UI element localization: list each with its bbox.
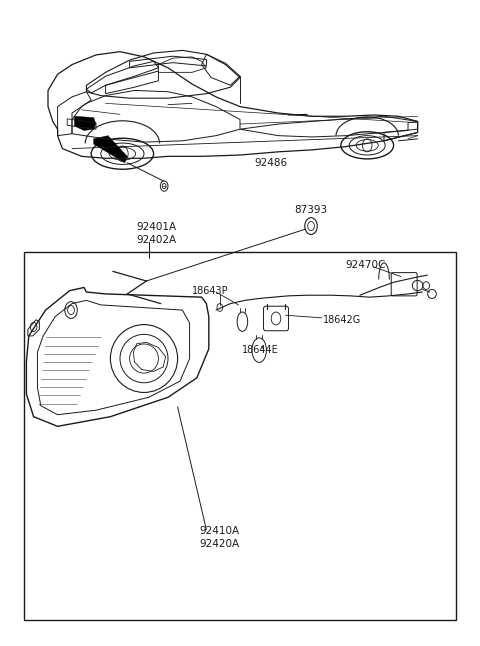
Text: 87393: 87393 xyxy=(294,205,328,215)
Polygon shape xyxy=(74,116,96,130)
Text: 92470C: 92470C xyxy=(346,260,386,270)
Text: 18642G: 18642G xyxy=(323,315,361,325)
Text: 92402A: 92402A xyxy=(137,235,177,245)
Bar xyxy=(24,252,456,620)
Polygon shape xyxy=(94,136,127,163)
Text: 92410A: 92410A xyxy=(199,526,240,536)
Text: 92486: 92486 xyxy=(254,158,288,168)
Text: 92420A: 92420A xyxy=(199,539,240,549)
Text: 18644E: 18644E xyxy=(242,345,279,355)
Text: 92401A: 92401A xyxy=(137,222,177,233)
Text: 18643P: 18643P xyxy=(192,286,228,296)
